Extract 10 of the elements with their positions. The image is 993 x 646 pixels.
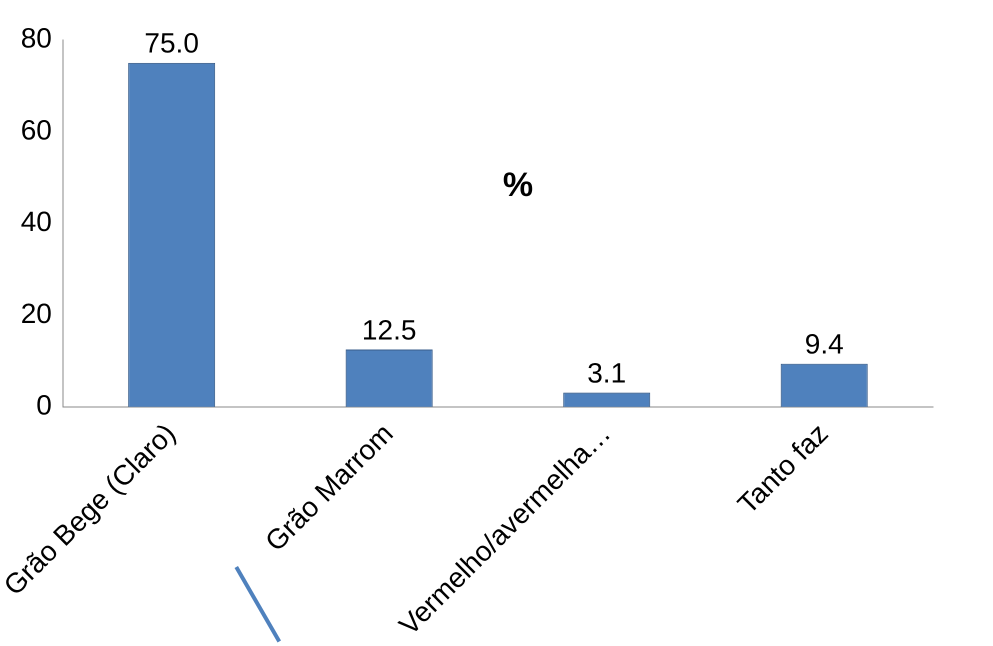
data-label: 9.4 bbox=[804, 328, 844, 360]
y-tick-label: 40 bbox=[20, 206, 52, 238]
y-tick-label: 80 bbox=[20, 22, 52, 54]
data-label: 75.0 bbox=[144, 28, 199, 59]
data-label: 12.5 bbox=[362, 314, 416, 346]
y-tick-label: 20 bbox=[20, 298, 52, 329]
y-tick-label: 60 bbox=[20, 114, 52, 146]
data-label: 3.1 bbox=[587, 357, 626, 388]
y-tick-label: 0 bbox=[36, 390, 52, 421]
text: % bbox=[502, 166, 534, 204]
